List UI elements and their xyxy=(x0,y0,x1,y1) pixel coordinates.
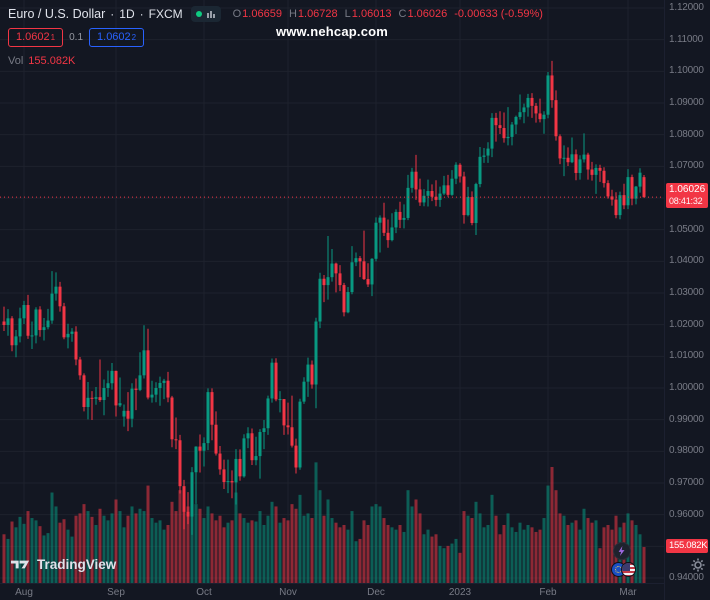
lightning-icon xyxy=(617,545,627,557)
legend-separator: · xyxy=(139,7,144,21)
spread-value: 0.1 xyxy=(69,32,84,43)
tradingview-logo[interactable]: TradingView xyxy=(10,557,116,572)
price-tick-label: 1.01000 xyxy=(669,350,704,362)
price-tick-label: 0.94000 xyxy=(669,572,704,583)
ohlc-high-value: 1.06728 xyxy=(297,8,338,20)
legend-separator: · xyxy=(110,7,115,21)
last-price-value: 1.06026 xyxy=(669,184,706,196)
time-tick-label: Oct xyxy=(196,587,212,598)
last-price-label: 1.06026 08:41:32 xyxy=(666,183,708,209)
price-tick-label: 0.99000 xyxy=(669,413,704,425)
trade-panel: 1.0602 1 0.1 1.0602 2 xyxy=(8,28,543,47)
settings-gear-icon[interactable] xyxy=(691,558,705,575)
time-tick-label: 2023 xyxy=(448,587,472,598)
price-tick-label: 0.97000 xyxy=(669,477,704,488)
price-tick-label: 1.00000 xyxy=(669,382,704,393)
volume-label: Vol xyxy=(8,55,24,67)
countdown-timer: 08:41:32 xyxy=(669,196,703,207)
candlestick-chart[interactable] xyxy=(0,0,664,583)
price-tick-label: 1.08000 xyxy=(669,128,704,140)
ohlc-change: -0.00633 (-0.59%) xyxy=(454,8,543,20)
volume-axis-label: 155.082K xyxy=(666,539,708,554)
tradingview-logo-text: TradingView xyxy=(37,557,117,572)
volume-readout: Vol 155.082K xyxy=(8,55,543,67)
symbol-title[interactable]: Euro / U.S. Dollar xyxy=(8,7,106,21)
time-tick-label: Sep xyxy=(107,587,125,598)
time-tick-label: Feb xyxy=(539,587,557,598)
price-tick-label: 0.98000 xyxy=(669,445,704,457)
sell-price-sup: 1 xyxy=(50,33,56,42)
price-tick-label: 1.07000 xyxy=(669,160,704,172)
interval-button[interactable]: 1D xyxy=(119,7,135,21)
market-open-dot xyxy=(195,11,202,17)
time-tick-label: Dec xyxy=(367,587,385,598)
price-tick-label: 1.02000 xyxy=(669,318,704,330)
sell-button[interactable]: 1.0602 1 xyxy=(8,28,64,47)
sell-price: 1.0602 xyxy=(16,31,50,43)
price-tick-label: 1.11000 xyxy=(669,33,704,45)
ohlc-low-label: L xyxy=(344,8,351,20)
price-tick-label: 1.10000 xyxy=(669,65,704,77)
us-flag-icon xyxy=(621,562,636,577)
buy-button[interactable]: 1.0602 2 xyxy=(89,28,145,47)
symbol-legend: Euro / U.S. Dollar · 1D · FXCM O1.06659 … xyxy=(8,6,543,67)
buy-price-sup: 2 xyxy=(131,33,137,42)
ohlc-close-label: C xyxy=(398,8,407,20)
market-status-pill[interactable] xyxy=(190,6,221,22)
time-axis[interactable]: Aug Sep Oct Nov Dec 2023 Feb Mar xyxy=(0,583,664,600)
volume-value: 155.082K xyxy=(28,55,76,67)
ohlc-readout: O1.06659 H1.06728 L1.06013 C1.06026 -0.0… xyxy=(233,8,543,20)
ohlc-low-value: 1.06013 xyxy=(351,8,392,20)
buy-price: 1.0602 xyxy=(97,31,131,43)
price-tick-label: 1.05000 xyxy=(669,223,704,235)
price-tick-label: 1.03000 xyxy=(669,287,704,298)
time-tick-label: Nov xyxy=(279,587,297,598)
tradingview-logo-icon xyxy=(10,557,31,572)
watermark: www.nehcap.com xyxy=(275,24,389,39)
ohlc-open-label: O xyxy=(232,8,242,20)
ohlc-open-value: 1.06659 xyxy=(242,8,282,20)
price-tick-label: 1.04000 xyxy=(669,255,704,267)
price-tick-label: 1.09000 xyxy=(669,97,704,108)
time-tick-label: Aug xyxy=(15,587,33,598)
currency-pair-flags[interactable] xyxy=(611,562,636,577)
ohlc-high-label: H xyxy=(288,8,297,20)
ohlc-close-value: 1.06026 xyxy=(407,8,448,20)
legend-source-icon xyxy=(206,9,216,19)
exchange-label: FXCM xyxy=(148,7,183,21)
time-tick-label: Mar xyxy=(619,587,637,598)
price-axis[interactable]: 1.06026 08:41:32 155.082K 1.12000 1.11000… xyxy=(664,0,710,600)
lightning-button[interactable] xyxy=(613,542,631,560)
price-tick-label: 0.96000 xyxy=(669,508,704,520)
price-tick-label: 1.12000 xyxy=(669,2,704,13)
